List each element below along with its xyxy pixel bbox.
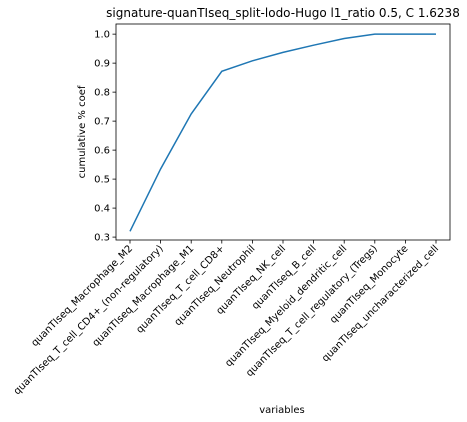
data-point [312, 44, 315, 47]
data-point [251, 59, 254, 62]
data-point [343, 37, 346, 40]
y-tick-label: 0.5 [94, 175, 110, 186]
data-point [159, 167, 162, 170]
series-line [129, 33, 436, 232]
series [129, 33, 438, 233]
y-tick-label: 0.3 [94, 233, 110, 244]
y-tick-label: 0.7 [94, 117, 110, 128]
data-point [220, 70, 223, 73]
y-axis-label: cumulative % coef [77, 85, 88, 178]
x-axis-label: variables [259, 405, 305, 416]
y-axis: 0.3 0.4 0.5 0.6 0.7 0.8 0.9 1.0 [94, 30, 116, 244]
y-tick-label: 0.8 [94, 88, 110, 99]
data-point [282, 51, 285, 54]
data-point [129, 230, 132, 233]
chart-title: signature-quanTIseq_split-lodo-Hugo l1_r… [106, 6, 460, 20]
y-tick-label: 1.0 [94, 30, 110, 41]
data-point [373, 33, 376, 36]
y-tick-label: 0.6 [94, 146, 110, 157]
data-point [404, 33, 407, 36]
y-tick-label: 0.9 [94, 59, 110, 70]
data-point [190, 112, 193, 115]
y-tick-label: 0.4 [94, 204, 110, 215]
data-point [435, 33, 438, 36]
